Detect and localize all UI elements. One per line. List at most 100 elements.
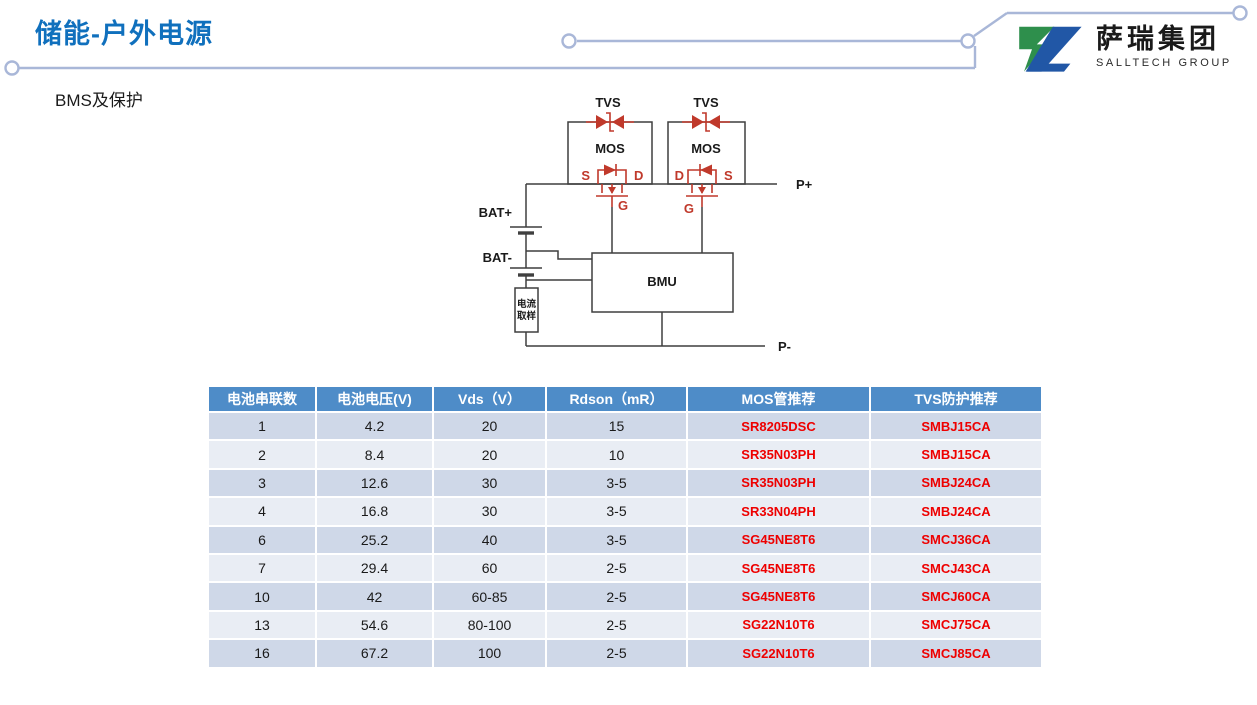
- connector-dot-left: [4, 60, 20, 76]
- mos-part-cell: SG45NE8T6: [688, 526, 869, 553]
- current-sense-label-1: 电流: [517, 298, 537, 310]
- connector-dot-mid: [561, 33, 577, 49]
- logo-name-en: SALLTECH GROUP: [1096, 57, 1232, 69]
- cell: 2-5: [547, 583, 686, 610]
- cell: 3-5: [547, 469, 686, 497]
- company-logo: 萨瑞集团 SALLTECH GROUP: [1008, 22, 1232, 78]
- col-header-series-count: 电池串联数: [209, 387, 315, 411]
- decorative-connector-lines: [4, 5, 1248, 76]
- cell: 2-5: [547, 640, 686, 667]
- mos-part-cell: SR33N04PH: [688, 498, 869, 525]
- cell: 6: [209, 526, 315, 553]
- col-header-vds: Vds（V）: [434, 387, 545, 411]
- tvs-part-cell: SMCJ60CA: [871, 583, 1041, 610]
- tvs-label-left: TVS: [595, 95, 621, 110]
- page-title: 储能-户外电源: [35, 19, 213, 49]
- cell: 80-100: [434, 611, 545, 639]
- logo-text: 萨瑞集团 SALLTECH GROUP: [1096, 22, 1232, 70]
- mos-part-cell: SG22N10T6: [688, 611, 869, 639]
- tvs-part-cell: SMBJ15CA: [871, 413, 1041, 440]
- table-row: 2 8.4 20 10 SR35N03PH SMBJ15CA: [209, 441, 1041, 468]
- p-minus-label: P-: [778, 339, 791, 354]
- col-header-rdson: Rdson（mR）: [547, 387, 686, 411]
- mos-part-cell: SG45NE8T6: [688, 583, 869, 610]
- mosfet-symbol-right: [686, 164, 718, 207]
- mos-label-right: MOS: [691, 141, 721, 156]
- connector-dot-right: [960, 33, 976, 49]
- table-row: 13 54.6 80-100 2-5 SG22N10T6 SMCJ75CA: [209, 611, 1041, 639]
- gate-label-left: G: [618, 198, 628, 213]
- cell: 67.2: [317, 640, 432, 667]
- cell: 30: [434, 469, 545, 497]
- cell: 16.8: [317, 498, 432, 525]
- cell: 30: [434, 498, 545, 525]
- table-row: 1 4.2 20 15 SR8205DSC SMBJ15CA: [209, 413, 1041, 440]
- bmu-label: BMU: [647, 274, 677, 289]
- cell: 10: [547, 441, 686, 468]
- cell: 20: [434, 413, 545, 440]
- bat-minus-label: BAT-: [483, 250, 512, 265]
- cell: 13: [209, 611, 315, 639]
- drain-label-left: D: [634, 168, 643, 183]
- table-row: 10 42 60-85 2-5 SG45NE8T6 SMCJ60CA: [209, 583, 1041, 610]
- tvs-part-cell: SMBJ24CA: [871, 469, 1041, 497]
- mos-label-left: MOS: [595, 141, 625, 156]
- tvs-part-cell: SMCJ75CA: [871, 611, 1041, 639]
- mos-part-cell: SR8205DSC: [688, 413, 869, 440]
- mos-part-cell: SG45NE8T6: [688, 554, 869, 582]
- cell: 29.4: [317, 554, 432, 582]
- col-header-mos-recommend: MOS管推荐: [688, 387, 869, 411]
- tvs-part-cell: SMCJ85CA: [871, 640, 1041, 667]
- cell: 2-5: [547, 611, 686, 639]
- cell: 8.4: [317, 441, 432, 468]
- current-sense-label-2: 取样: [517, 310, 537, 322]
- cell: 20: [434, 441, 545, 468]
- gate-label-right: G: [684, 201, 694, 216]
- tvs-symbol-left: [586, 112, 634, 132]
- table-header-row: 电池串联数 电池电压(V) Vds（V） Rdson（mR） MOS管推荐 TV…: [209, 387, 1041, 411]
- cell: 25.2: [317, 526, 432, 553]
- table-row: 7 29.4 60 2-5 SG45NE8T6 SMCJ43CA: [209, 554, 1041, 582]
- cell: 60: [434, 554, 545, 582]
- cell: 4.2: [317, 413, 432, 440]
- cell: 2: [209, 441, 315, 468]
- connector-dot-top-right: [1232, 5, 1248, 21]
- spec-table: 电池串联数 电池电压(V) Vds（V） Rdson（mR） MOS管推荐 TV…: [207, 385, 1043, 669]
- source-label-left: S: [581, 168, 590, 183]
- cell: 10: [209, 583, 315, 610]
- mos-part-cell: SG22N10T6: [688, 640, 869, 667]
- tvs-label-right: TVS: [693, 95, 719, 110]
- cell: 16: [209, 640, 315, 667]
- cell: 2-5: [547, 554, 686, 582]
- cell: 40: [434, 526, 545, 553]
- tvs-symbol-right: [682, 112, 730, 132]
- drain-label-right: D: [675, 168, 684, 183]
- tvs-part-cell: SMBJ15CA: [871, 441, 1041, 468]
- mosfet-symbol-left: [596, 164, 628, 207]
- bat-plus-label: BAT+: [479, 205, 513, 220]
- table-row: 3 12.6 30 3-5 SR35N03PH SMBJ24CA: [209, 469, 1041, 497]
- cell: 100: [434, 640, 545, 667]
- table-row: 16 67.2 100 2-5 SG22N10T6 SMCJ85CA: [209, 640, 1041, 667]
- p-plus-label: P+: [796, 177, 813, 192]
- tvs-part-cell: SMCJ43CA: [871, 554, 1041, 582]
- table-row: 6 25.2 40 3-5 SG45NE8T6 SMCJ36CA: [209, 526, 1041, 553]
- tvs-part-cell: SMBJ24CA: [871, 498, 1041, 525]
- cell: 60-85: [434, 583, 545, 610]
- bms-circuit-diagram: TVS TVS MOS MOS S D G D S G BAT+ BAT- BM…: [479, 95, 813, 354]
- cell: 4: [209, 498, 315, 525]
- cell: 15: [547, 413, 686, 440]
- col-header-battery-voltage: 电池电压(V): [317, 387, 432, 411]
- col-header-tvs-recommend: TVS防护推荐: [871, 387, 1041, 411]
- mos-part-cell: SR35N03PH: [688, 469, 869, 497]
- cell: 7: [209, 554, 315, 582]
- tvs-part-cell: SMCJ36CA: [871, 526, 1041, 553]
- cell: 12.6: [317, 469, 432, 497]
- table-row: 4 16.8 30 3-5 SR33N04PH SMBJ24CA: [209, 498, 1041, 525]
- cell: 54.6: [317, 611, 432, 639]
- section-subtitle: BMS及保护: [55, 91, 143, 110]
- source-label-right: S: [724, 168, 733, 183]
- logo-name-cn: 萨瑞集团: [1096, 24, 1220, 54]
- cell: 3-5: [547, 498, 686, 525]
